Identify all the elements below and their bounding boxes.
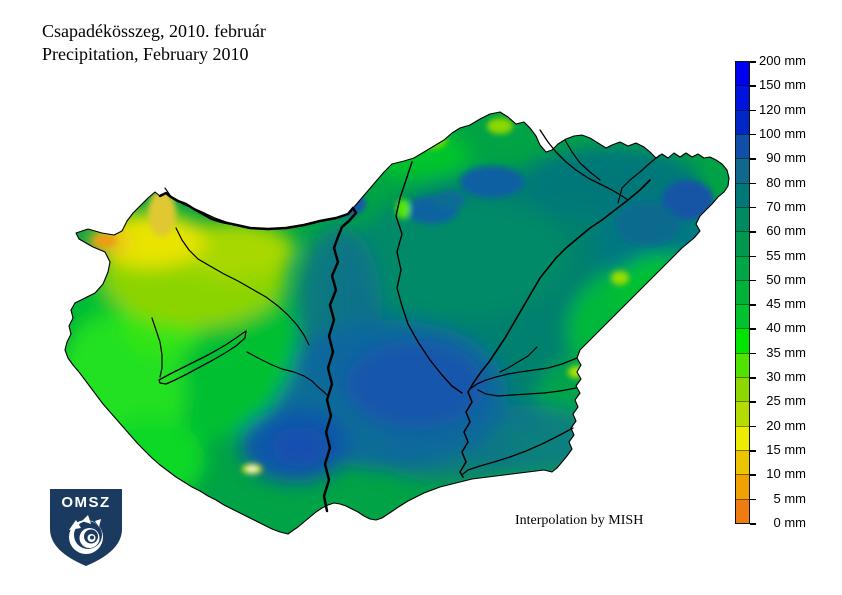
omsz-logo-text: OMSZ bbox=[61, 494, 110, 511]
hernad-river-line bbox=[564, 139, 601, 181]
koros-river-line bbox=[469, 357, 578, 390]
koros-upper-branch-line bbox=[499, 346, 538, 373]
ipoly-zagyva-river-line bbox=[395, 161, 463, 394]
danube-river-line bbox=[158, 191, 358, 513]
hungary-border-outline bbox=[64, 111, 730, 535]
interpolation-note: Interpolation by MISH bbox=[515, 513, 644, 528]
zala-river-line bbox=[151, 317, 163, 378]
omsz-wave-icon bbox=[69, 515, 103, 554]
lake-balaton-outline bbox=[158, 330, 247, 385]
title-block: Csapadékösszeg, 2010. február Precipitat… bbox=[42, 20, 266, 66]
tisza-river-line bbox=[459, 179, 651, 478]
precipitation-field bbox=[65, 112, 729, 534]
title-english: Precipitation, February 2010 bbox=[42, 44, 249, 64]
raba-river-line bbox=[175, 227, 310, 346]
bodrog-river-line bbox=[617, 154, 661, 204]
sajo-river-line bbox=[539, 129, 629, 201]
title-hungarian: Csapadékösszeg, 2010. február bbox=[42, 21, 266, 41]
sio-channel-line bbox=[246, 351, 329, 397]
koros-branch-line bbox=[477, 387, 577, 397]
maros-river-line bbox=[462, 427, 574, 475]
hydrography-lines bbox=[151, 129, 661, 513]
omsz-logo: OMSZ bbox=[50, 489, 122, 566]
